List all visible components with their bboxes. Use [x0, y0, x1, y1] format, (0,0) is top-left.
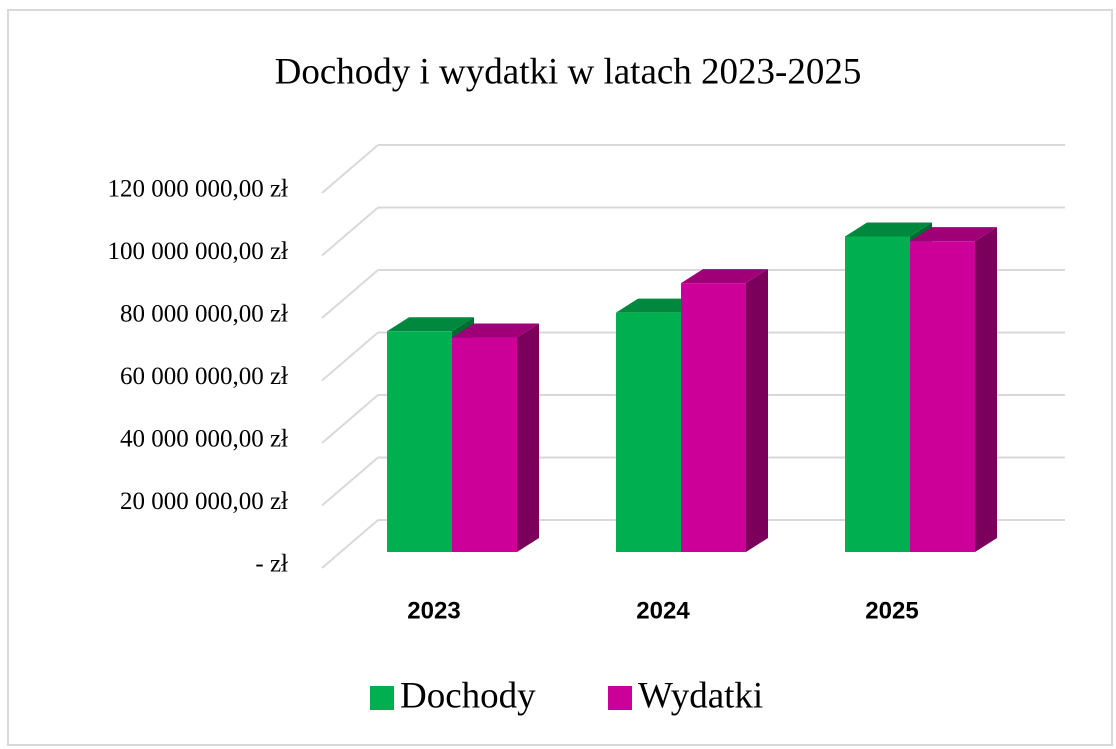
bar: [845, 236, 910, 553]
legend-swatch: [608, 686, 632, 710]
grid-line-floor: [321, 269, 379, 319]
bar-top: [452, 323, 539, 338]
y-tick-label: 80 000 000,00 zł: [120, 301, 288, 328]
grid-line-floor: [321, 394, 379, 444]
x-tick-label: 2023: [407, 597, 460, 624]
chart-title: Dochody i wydatki w latach 2023-2025: [275, 51, 862, 92]
bar: [452, 337, 517, 552]
bar-top: [387, 317, 474, 332]
bar-side: [975, 227, 997, 552]
x-tick-label: 2025: [865, 597, 918, 624]
y-tick-label: 100 000 000,00 zł: [107, 238, 288, 265]
grid-line-floor: [321, 456, 379, 507]
legend-label: Dochody: [400, 675, 536, 716]
legend-label: Wydatki: [638, 675, 763, 716]
bar-top: [910, 227, 997, 242]
x-tick-label: 2024: [636, 597, 690, 624]
legend-swatch: [370, 686, 394, 710]
grid-line-floor: [321, 206, 379, 257]
y-tick-label: - zł: [255, 551, 288, 578]
bar-side: [517, 323, 539, 552]
y-tick-label: 20 000 000,00 zł: [120, 488, 288, 515]
bar-top: [681, 269, 768, 284]
bar: [616, 312, 681, 552]
grid-line-floor: [321, 144, 379, 194]
y-tick-label: 120 000 000,00 zł: [107, 176, 288, 203]
y-tick-label: 60 000 000,00 zł: [120, 363, 288, 390]
bar: [681, 283, 746, 552]
bar: [910, 241, 975, 552]
grid-line-floor: [321, 519, 379, 569]
bar-top: [845, 222, 932, 237]
y-tick-label: 40 000 000,00 zł: [120, 426, 288, 453]
grid-line-floor: [321, 331, 379, 382]
bar-side: [746, 269, 768, 552]
bar: [387, 331, 452, 552]
